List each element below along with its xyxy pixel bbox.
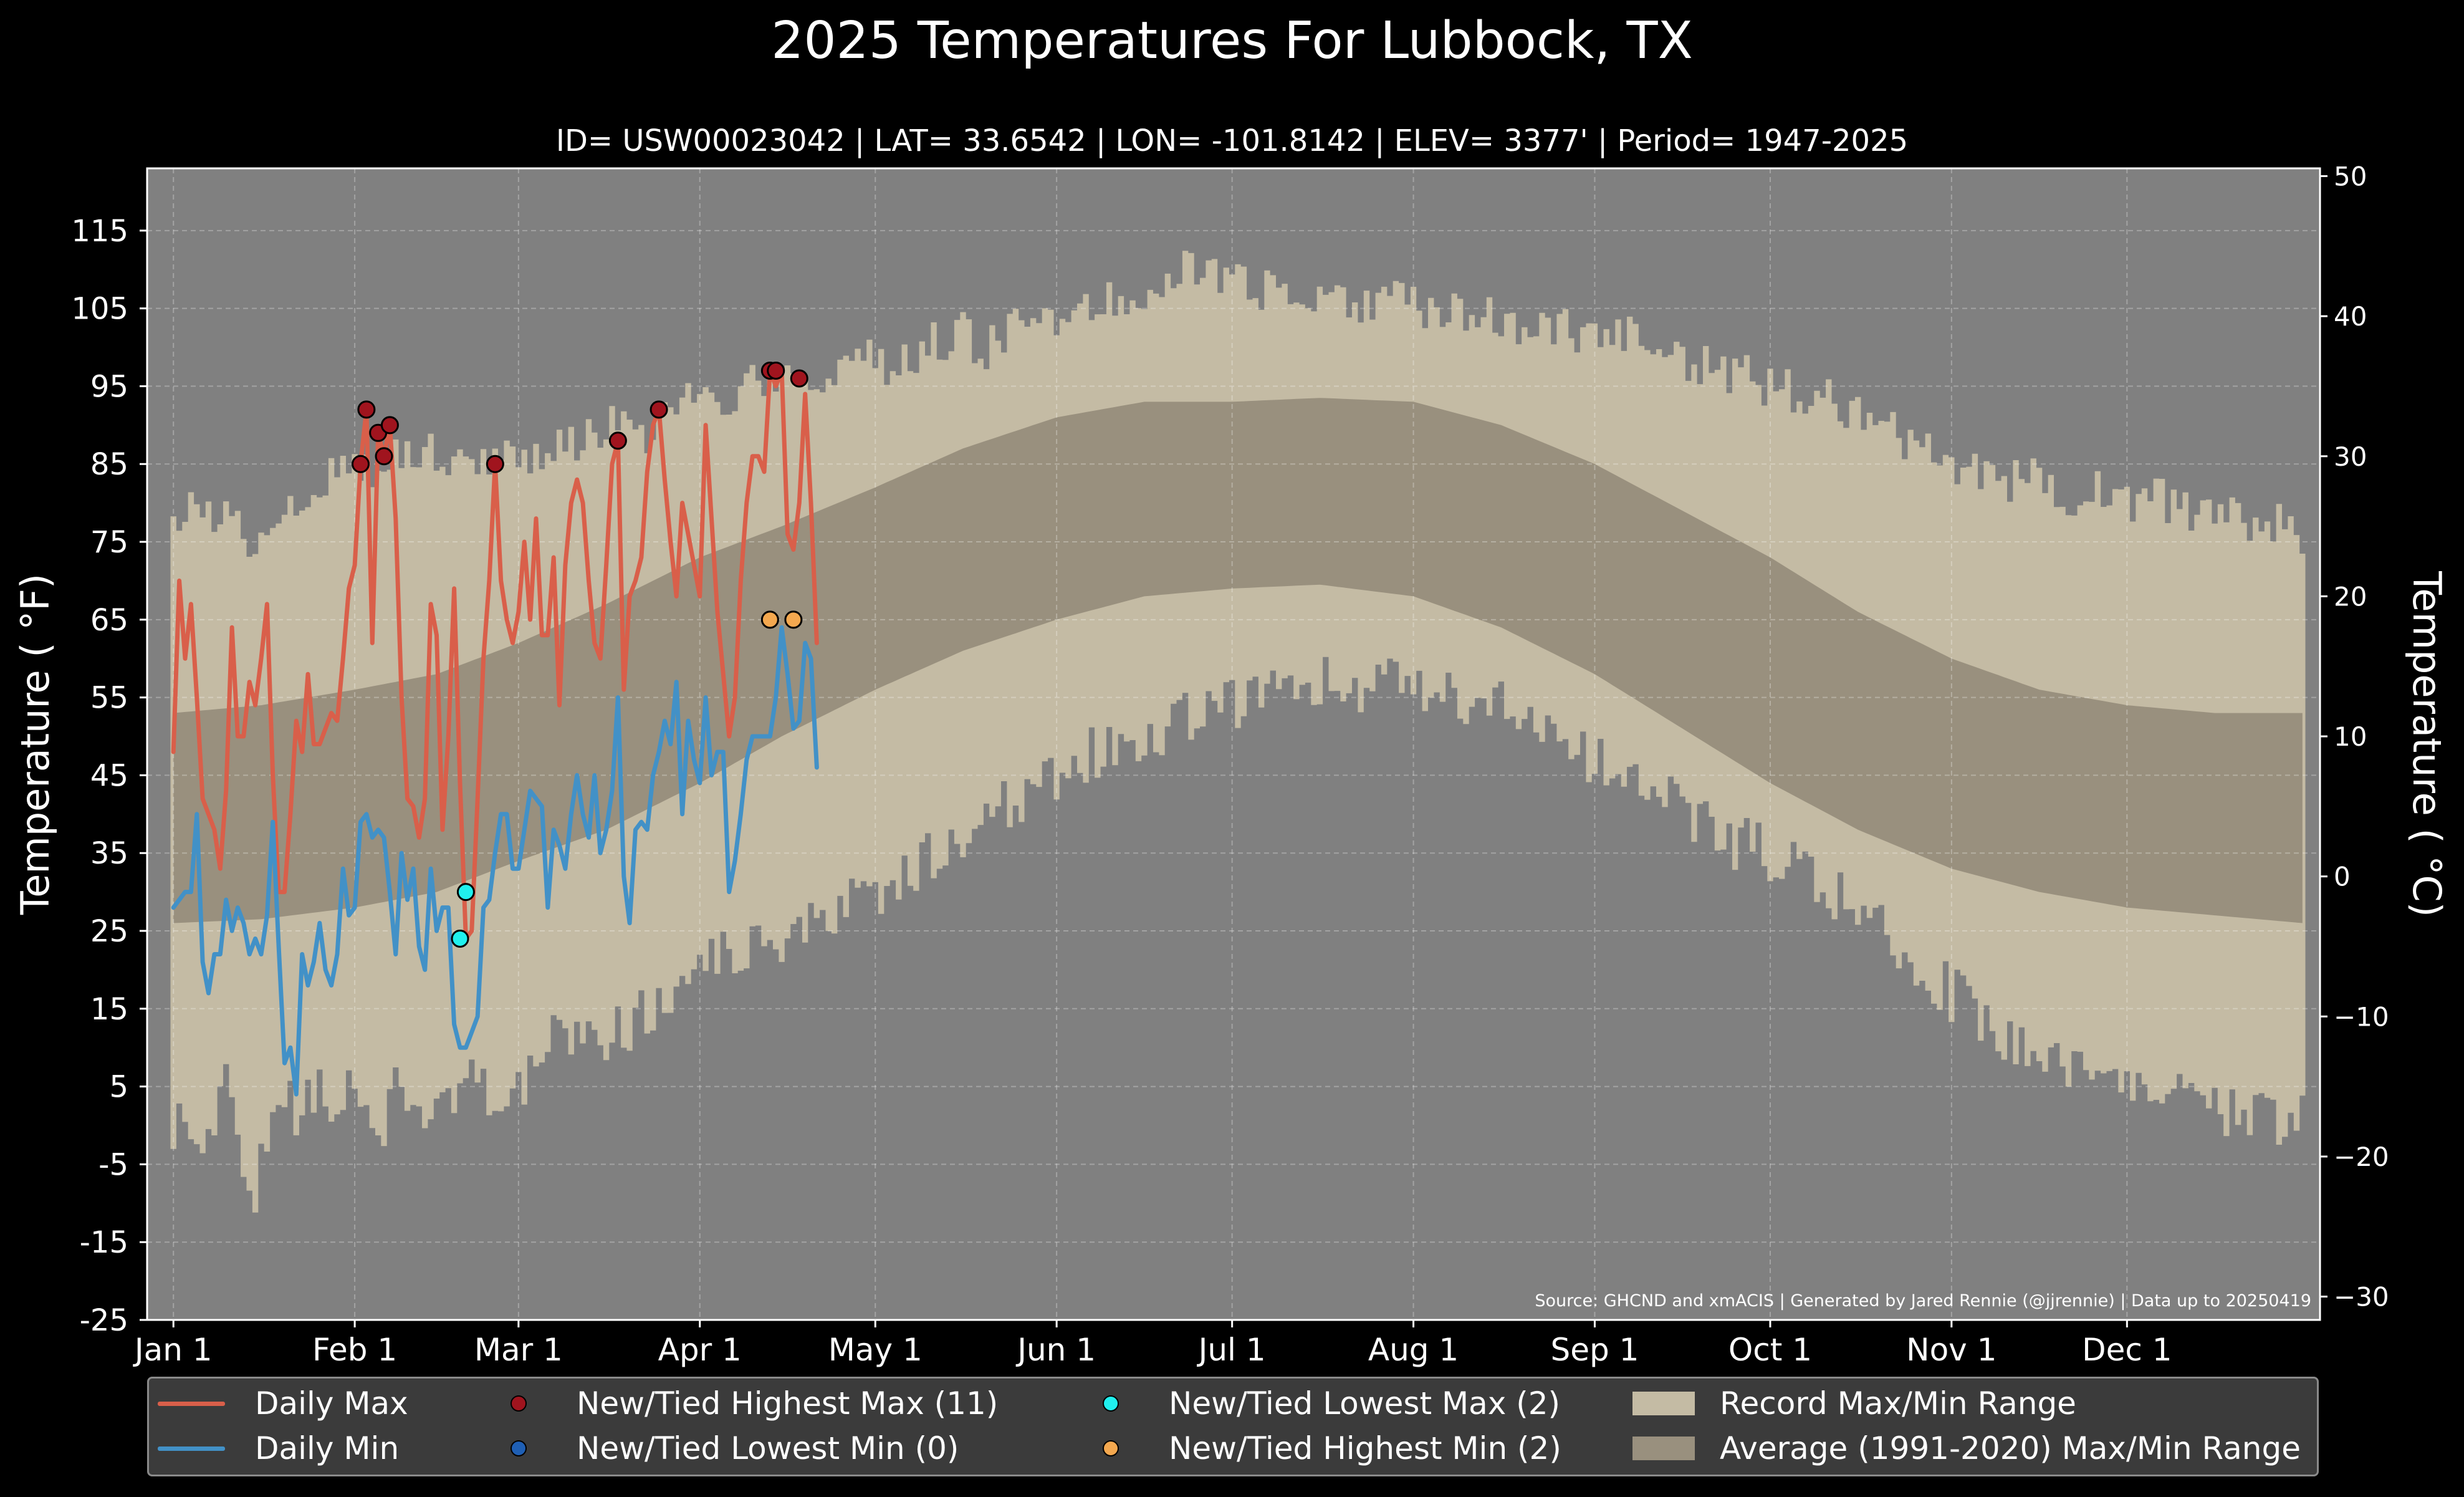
legend-item-rhn: New/Tied Highest Min (2): [1078, 1426, 1561, 1471]
legend-label: New/Tied Lowest Max (2): [1169, 1385, 1561, 1422]
record-marker: [760, 610, 779, 629]
x-tick-label: Sep 1: [1550, 1332, 1639, 1368]
x-tick-label: Apr 1: [658, 1332, 742, 1368]
y-tick-label: 85: [90, 447, 128, 482]
legend-item-avg: Average (1991-2020) Max/Min Range: [1632, 1426, 2301, 1471]
legend-dot-swatch: [1103, 1440, 1119, 1456]
y2-tick-label: 40: [2334, 301, 2367, 332]
legend-item-rlm: New/Tied Lowest Min (0): [486, 1426, 959, 1471]
y-axis-label-celsius: Temperature ( °C): [2404, 570, 2450, 917]
y2-tick-label: −30: [2334, 1282, 2389, 1312]
record-marker: [784, 610, 803, 629]
legend-label: New/Tied Highest Max (11): [577, 1385, 999, 1422]
legend-box-swatch: [1632, 1392, 1695, 1415]
legend-box-swatch: [1632, 1437, 1695, 1460]
y-tick-label: 55: [90, 681, 128, 716]
x-tick-label: Nov 1: [1906, 1332, 1997, 1368]
legend-item-rlx: New/Tied Lowest Max (2): [1078, 1381, 1560, 1426]
legend-label: Daily Max: [255, 1385, 408, 1422]
y-tick-label: 35: [90, 836, 128, 871]
x-tick-label: Feb 1: [312, 1332, 397, 1368]
legend-item-min: Daily Min: [158, 1426, 399, 1471]
x-tick-label: Jul 1: [1197, 1332, 1266, 1368]
y-tick-label: -15: [80, 1225, 128, 1260]
x-tick-label: Jun 1: [1015, 1332, 1096, 1368]
legend: Daily Max Daily Min New/Tied Highest Max (…: [147, 1377, 2319, 1476]
x-tick-label: Mar 1: [474, 1332, 563, 1368]
legend-label: Daily Min: [255, 1430, 400, 1466]
legend-dot-swatch: [511, 1440, 527, 1456]
y2-tick-label: 50: [2334, 161, 2367, 191]
y-tick-label: 115: [71, 214, 128, 249]
y2-tick-label: −20: [2334, 1142, 2389, 1172]
daily-min-line: [171, 625, 819, 1097]
y2-tick-label: 20: [2334, 581, 2367, 612]
y-axis-label-fahrenheit: Temperature ( °F): [12, 574, 58, 915]
x-tick-label: Dec 1: [2082, 1332, 2172, 1368]
chart-title: 2025 Temperatures For Lubbock, TX: [771, 11, 1693, 70]
record-marker: [608, 431, 627, 450]
y2-tick-label: 30: [2334, 441, 2367, 472]
record-marker: [767, 361, 785, 380]
x-tick-label: Jan 1: [133, 1332, 213, 1368]
y2-tick-label: −10: [2334, 1001, 2389, 1032]
y2-tick-label: 10: [2334, 721, 2367, 752]
record-marker: [357, 400, 376, 419]
record-marker: [352, 455, 370, 473]
legend-label: Average (1991-2020) Max/Min Range: [1720, 1430, 2301, 1466]
legend-label: New/Tied Lowest Min (0): [577, 1430, 959, 1466]
x-tick-label: Aug 1: [1368, 1332, 1459, 1368]
record-marker: [380, 416, 399, 435]
record-marker: [790, 369, 808, 388]
legend-line-swatch: [158, 1446, 225, 1451]
legend-label: Record Max/Min Range: [1720, 1385, 2076, 1422]
legend-item-max: Daily Max: [158, 1381, 408, 1426]
y2-tick-label: 0: [2334, 862, 2351, 892]
y-tick-label: 105: [71, 292, 128, 327]
y-tick-label: 95: [90, 369, 128, 404]
y-tick-label: 75: [90, 525, 128, 560]
y-tick-label: 65: [90, 603, 128, 638]
legend-dot-swatch: [511, 1395, 527, 1412]
y-tick-label: 15: [90, 992, 128, 1027]
plot-frame: [146, 167, 2321, 1321]
legend-line-swatch: [158, 1401, 225, 1406]
record-marker: [650, 400, 668, 419]
legend-dot-swatch: [1103, 1395, 1119, 1412]
y-tick-label: -25: [80, 1303, 128, 1338]
x-tick-label: Oct 1: [1728, 1332, 1812, 1368]
legend-label: New/Tied Highest Min (2): [1169, 1430, 1561, 1466]
x-tick-label: May 1: [828, 1332, 923, 1368]
chart-subtitle: ID= USW00023042 | LAT= 33.6542 | LON= -1…: [555, 123, 1909, 158]
y-tick-label: 25: [90, 914, 128, 949]
record-marker: [451, 929, 469, 948]
y-tick-label: 5: [109, 1070, 128, 1105]
source-note: Source: GHCND and xmACIS | Generated by …: [1535, 1291, 2311, 1311]
legend-item-rec: Record Max/Min Range: [1632, 1381, 2076, 1426]
record-marker: [375, 447, 393, 466]
y-tick-label: -5: [98, 1147, 128, 1182]
temperature-chart: -25 -15 -5 5 15 25 35 45 55 65 75 85 95 105 115 −30 −20 −…: [12, 161, 2450, 1368]
y-tick-label: 45: [90, 758, 128, 793]
record-marker: [456, 883, 475, 902]
legend-item-rhm: New/Tied Highest Max (11): [486, 1381, 998, 1426]
record-marker: [486, 455, 504, 473]
